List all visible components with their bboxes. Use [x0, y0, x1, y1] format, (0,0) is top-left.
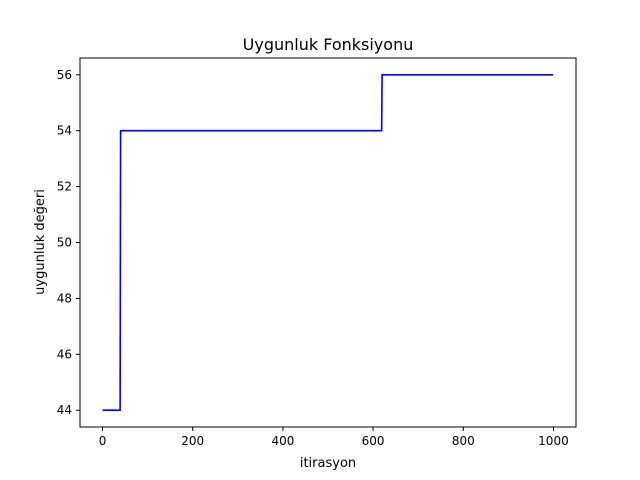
x-tick-label: 200 [181, 434, 204, 448]
y-tick-label: 54 [57, 124, 72, 138]
plot-area [102, 73, 553, 412]
x-tick-label: 600 [362, 434, 385, 448]
y-tick-label: 50 [57, 236, 72, 250]
y-axis-ticks: 44 46 48 50 52 54 56 [57, 68, 80, 417]
plot-frame [79, 57, 577, 428]
y-tick-label: 44 [57, 403, 72, 417]
y-tick-label: 48 [57, 291, 72, 305]
x-tick-label: 1000 [538, 434, 569, 448]
y-tick-label: 56 [57, 68, 72, 82]
series-line-0 [102, 73, 553, 412]
x-tick-label: 400 [271, 434, 294, 448]
x-tick-label: 0 [99, 434, 107, 448]
x-tick-label: 800 [452, 434, 475, 448]
x-axis-ticks: 0 200 400 600 800 1000 [99, 427, 569, 448]
y-axis-label: uygunluk değeri [33, 189, 48, 295]
y-tick-label: 52 [57, 180, 72, 194]
y-tick-label: 46 [57, 347, 72, 361]
x-axis-label: itirasyon [300, 456, 356, 471]
chart-title: Uygunluk Fonksiyonu [243, 35, 414, 54]
